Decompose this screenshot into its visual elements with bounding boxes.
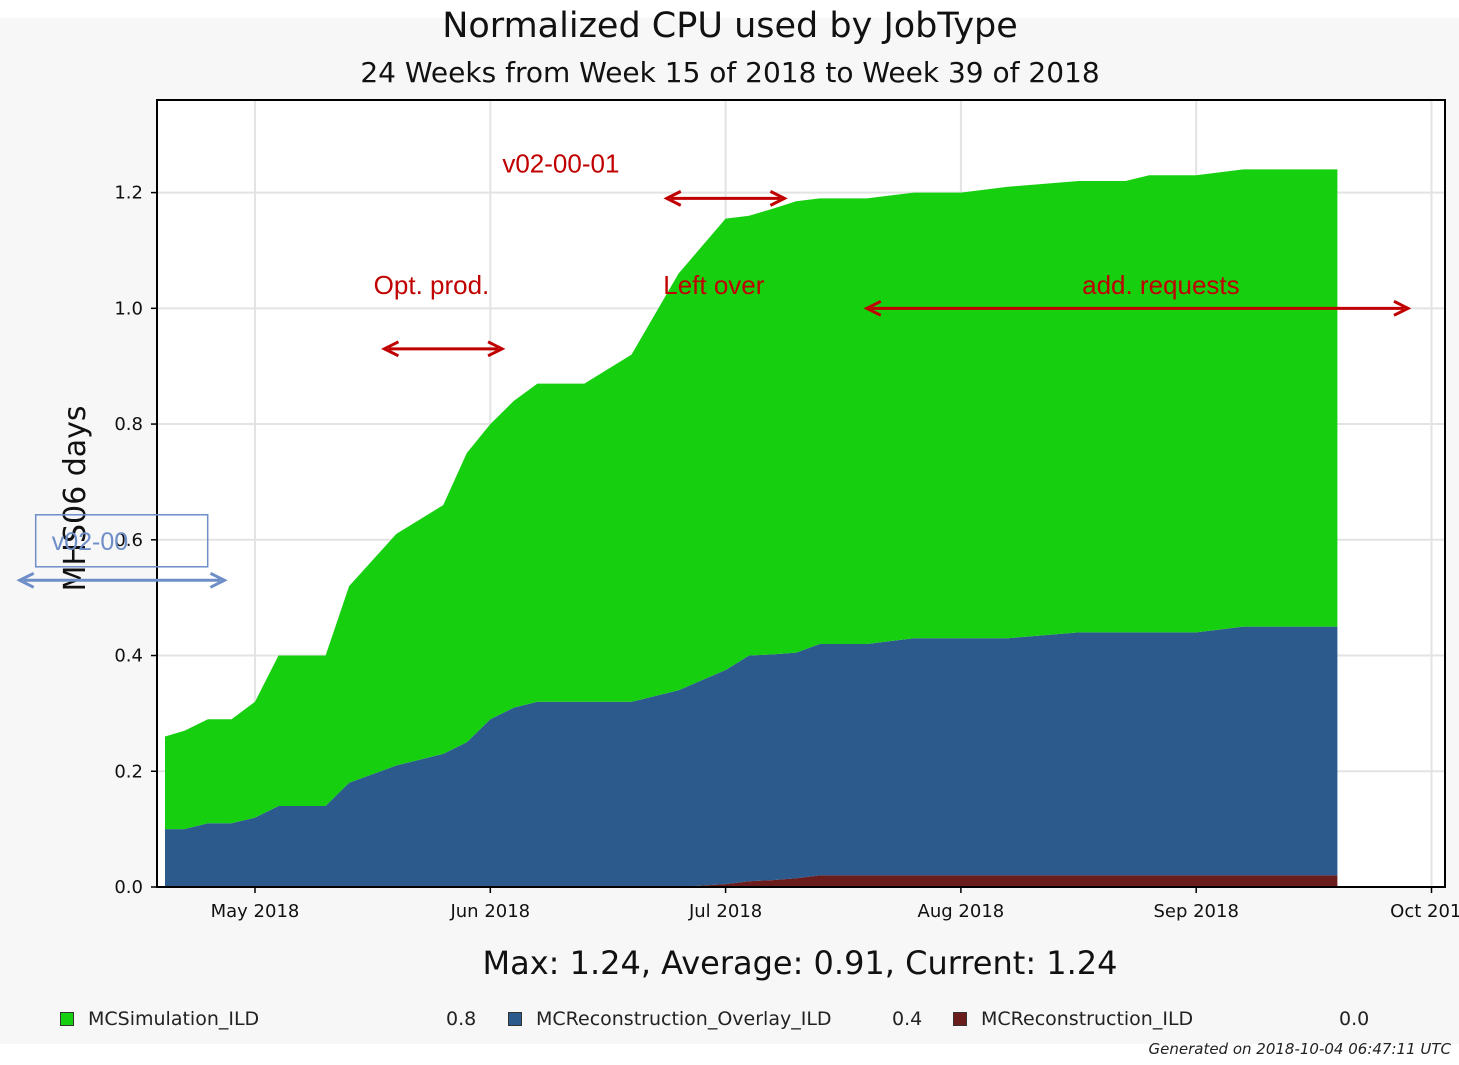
annotation-arrow-3-head-right xyxy=(209,571,228,589)
area-mcsimulation-ild xyxy=(165,169,1338,887)
y-tick-label: 0.8 xyxy=(114,414,143,435)
x-tick-label: Sep 2018 xyxy=(1153,901,1238,922)
plot-frame xyxy=(156,99,1446,888)
y-tick-label: 0.4 xyxy=(114,646,143,667)
x-tick-label: Jun 2018 xyxy=(449,901,530,922)
annotation-arrow-0-head-left xyxy=(663,190,682,207)
annotation-arrow-1-head-right xyxy=(487,340,506,358)
annotation-arrow-3-head-left xyxy=(16,571,35,589)
annotation-arrow-2-head-right xyxy=(1393,299,1412,317)
y-tick-label: 0.6 xyxy=(114,530,143,551)
legend-value-mcreconstruction-overlay: 0.4 xyxy=(892,1008,923,1030)
legend-label-mcsimulation: MCSimulation_ILD xyxy=(88,1008,260,1030)
legend-value-mcreconstruction: 0.0 xyxy=(1339,1008,1370,1030)
legend-value-mcsimulation: 0.8 xyxy=(446,1008,477,1030)
annotation-v02-00-01: v02-00-01 xyxy=(502,149,619,179)
chart-title: Normalized CPU used by JobType xyxy=(442,6,1018,46)
legend-swatch-mcreconstruction xyxy=(953,1012,967,1026)
annotation-v02-00-box xyxy=(34,514,209,568)
y-tick-label: 0.0 xyxy=(114,877,143,898)
legend: MCSimulation_ILD 0.8 MCReconstruction_Ov… xyxy=(0,1008,1459,1034)
area-mcreconstruction-overlay-ild xyxy=(165,626,1338,887)
annotation-left-over: Left over xyxy=(663,270,765,300)
y-tick-label: 1.2 xyxy=(114,183,143,204)
area-mcreconstruction-ild xyxy=(165,875,1338,887)
annotation-arrow-0-head-right xyxy=(769,190,788,207)
annotation-v02-00: v02-00 xyxy=(52,528,128,556)
x-tick-label: Jul 2018 xyxy=(688,901,762,922)
x-tick-label: May 2018 xyxy=(211,901,300,922)
annotation-add-requests: add. requests xyxy=(1082,270,1240,300)
annotation-arrow-1-head-left xyxy=(381,340,400,358)
y-tick-label: 1.0 xyxy=(114,298,143,319)
y-axis-label: MHS06 days xyxy=(58,405,93,591)
annotation-arrow-2-head-left xyxy=(863,299,882,317)
legend-swatch-mcreconstruction-overlay xyxy=(508,1012,522,1026)
chart-subtitle: 24 Weeks from Week 15 of 2018 to Week 39… xyxy=(360,56,1100,89)
generated-timestamp: Generated on 2018-10-04 06:47:11 UTC xyxy=(1148,1040,1452,1058)
legend-label-mcreconstruction-overlay: MCReconstruction_Overlay_ILD xyxy=(536,1008,832,1030)
x-tick-label: Aug 2018 xyxy=(918,901,1005,922)
x-tick-label: Oct 2018 xyxy=(1390,901,1459,922)
y-tick-label: 0.2 xyxy=(114,761,143,782)
legend-swatch-mcsimulation xyxy=(60,1012,74,1026)
stats-summary: Max: 1.24, Average: 0.91, Current: 1.24 xyxy=(482,944,1118,982)
legend-label-mcreconstruction: MCReconstruction_ILD xyxy=(981,1008,1194,1030)
annotation-opt-prod: Opt. prod. xyxy=(374,270,490,300)
